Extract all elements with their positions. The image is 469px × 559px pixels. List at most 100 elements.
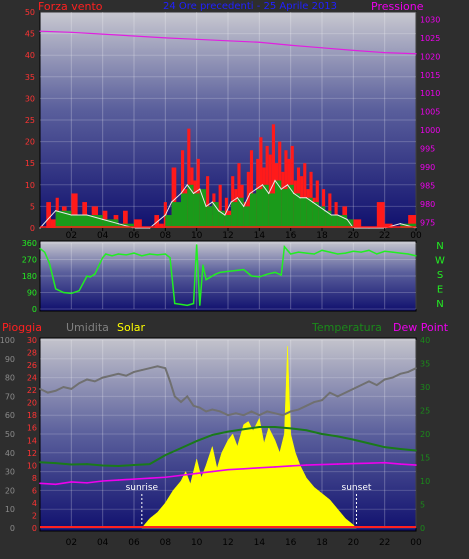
humidity-tick-label: 10	[5, 505, 15, 514]
avg-wind-point	[286, 184, 289, 186]
temp-tick-label: 35	[420, 360, 430, 369]
humidity-point	[258, 414, 261, 417]
avg-wind-point	[280, 188, 282, 190]
y-right-tick-label: 975	[420, 218, 435, 227]
rain-tick-label: 26	[27, 361, 37, 370]
wind-direction-point	[243, 268, 245, 271]
avg-wind-bar	[71, 215, 87, 228]
humidity-point	[297, 408, 300, 411]
wind-direction-point	[290, 253, 292, 255]
humidity-point	[173, 395, 176, 398]
humidity-point	[62, 386, 65, 388]
wind-direction-point	[78, 290, 80, 292]
avg-wind-bar	[231, 202, 238, 228]
wind-direction-point	[48, 262, 51, 264]
wind-direction-point	[62, 291, 65, 294]
gust-bar	[134, 219, 142, 228]
avg-wind-bar	[312, 202, 319, 228]
temperature-point	[86, 463, 88, 465]
wind-direction-point	[250, 275, 253, 277]
pressure-point	[164, 37, 166, 39]
dewpoint-point	[415, 464, 417, 466]
wind-direction-point	[391, 251, 394, 253]
humidity-point	[274, 412, 276, 415]
humidity-tick-label: 60	[5, 411, 15, 420]
avg-wind-bar	[331, 215, 338, 228]
dewpoint-point	[39, 482, 41, 485]
pressure-point	[258, 41, 260, 43]
temperature-point	[336, 435, 339, 438]
avg-wind-bar	[165, 215, 172, 228]
x-tick-label: 04	[97, 538, 109, 548]
humidity-point	[47, 391, 49, 394]
humidity-point	[305, 405, 308, 407]
avg-wind-bar	[306, 197, 313, 228]
multi-panel-axes: 02 04 06 08 10 12 14 16 18 20 22 000102030405060708…	[0, 336, 430, 548]
pressure-point	[415, 53, 417, 55]
wind-direction-point	[415, 255, 417, 257]
wind-direction-point	[368, 249, 370, 251]
pressure-point	[321, 47, 323, 49]
avg-wind-point	[305, 197, 307, 199]
humidity-point	[289, 410, 292, 413]
direction-panel-bg	[39, 240, 417, 312]
x-tick-label: 08	[160, 231, 172, 241]
temp-tick-label: 30	[420, 383, 430, 392]
avg-wind-point	[199, 188, 201, 190]
humidity-point	[117, 373, 120, 375]
wind-speed-label: Forza vento	[38, 0, 103, 13]
x-tick-label: 00	[410, 231, 422, 241]
temp-tick-label: 5	[420, 501, 425, 510]
humidity-point	[415, 367, 417, 370]
wind-direction-point	[202, 264, 204, 266]
temperature-point	[54, 462, 57, 464]
wind-direction-point	[141, 255, 143, 257]
y-left-tick-label: 35	[25, 73, 35, 82]
humidity-point	[321, 399, 323, 401]
humidity-tick-label: 0	[10, 524, 15, 533]
humidity-point	[101, 376, 104, 379]
avg-wind-point	[171, 201, 173, 203]
humidity-point	[192, 405, 195, 407]
rain-tick-label: 18	[27, 411, 37, 420]
wind-direction-point	[174, 302, 176, 305]
y-right-tick-label: 1025	[420, 34, 440, 43]
gust-bar	[303, 163, 307, 228]
humidity-tick-label: 90	[5, 355, 15, 364]
temperature-point	[415, 449, 417, 452]
compass-label: N	[436, 241, 443, 252]
x-tick-label: 04	[97, 231, 109, 241]
wind-direction-point	[44, 251, 46, 253]
wind-direction-point	[376, 253, 378, 255]
humidity-point	[344, 391, 347, 394]
avg-wind-point	[399, 223, 401, 225]
avg-wind-bar	[224, 215, 232, 228]
temperature-point	[70, 463, 73, 466]
wind-direction-point	[235, 269, 237, 272]
wind-direction-point	[169, 257, 171, 259]
humidity-point	[399, 373, 402, 375]
wind-direction-point	[283, 246, 285, 248]
y-left-tick-label: 5	[30, 202, 35, 211]
humidity-point	[133, 371, 135, 373]
wind-direction-point	[399, 252, 401, 254]
humidity-point	[227, 414, 229, 417]
solar-label: Solar	[117, 321, 146, 334]
avg-wind-bar	[249, 193, 257, 228]
pressure-point	[227, 40, 229, 42]
humidity-tick-label: 50	[5, 430, 15, 439]
pressure-label: Pressione	[371, 0, 424, 13]
humidity-point	[199, 406, 201, 409]
humidity-point	[141, 369, 143, 371]
y-tick-label: 0	[32, 305, 37, 314]
direction-panel-series	[39, 244, 417, 307]
x-tick-label: 22	[379, 538, 390, 548]
y-right-tick-label: 980	[420, 200, 435, 209]
y-right-tick-label: 1015	[420, 71, 440, 80]
x-tick-label: 18	[316, 231, 328, 241]
avg-wind-point	[346, 218, 348, 220]
y-right-tick-label: 1020	[420, 52, 440, 61]
gust-bar	[376, 202, 385, 228]
x-tick-label: 20	[348, 538, 360, 548]
avg-wind-point	[211, 201, 213, 203]
